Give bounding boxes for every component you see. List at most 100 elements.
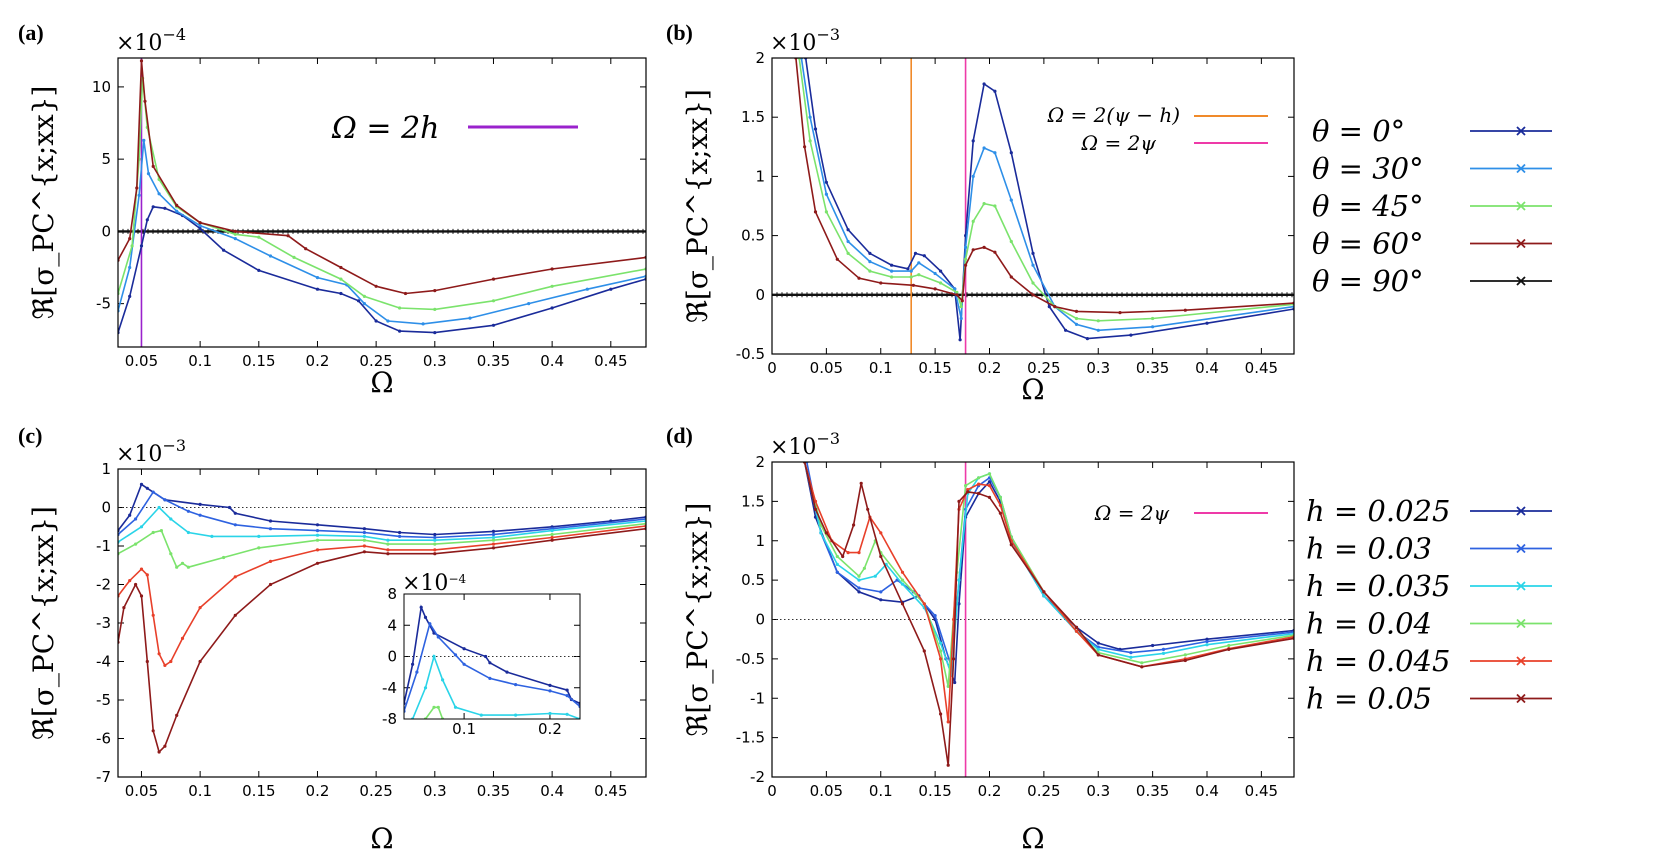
panel-c-series-0-point <box>362 527 366 531</box>
panel-a-series-0-point <box>339 291 343 296</box>
panel-c-series-2-point <box>550 529 554 533</box>
panel-d-series-5-point <box>987 495 992 499</box>
panel-a-series-line-3 <box>118 60 646 295</box>
panel-c-series-5-point <box>491 546 496 550</box>
panel-d-series-5-point <box>952 657 956 661</box>
panel-a-ytick-label: 10 <box>92 78 111 96</box>
panel-d-series-3-point <box>862 566 867 570</box>
panel-b-series-1-point <box>846 239 850 244</box>
panel-b-series-3-point <box>857 276 861 280</box>
panel-b-series-2-point <box>959 305 963 309</box>
legend-h-marker <box>1516 581 1526 591</box>
panel-a-series-1-point <box>142 138 146 142</box>
panel-c-xtick-label: 0.2 <box>306 782 330 800</box>
panel-c-series-1-point <box>362 530 366 535</box>
panel-a-xtick-label: 0.35 <box>477 352 510 370</box>
panel-c-inset-ytick-label: -8 <box>382 710 397 728</box>
panel-c-series-4-point <box>268 559 273 564</box>
panel-b-series-0-point <box>982 82 986 86</box>
panel-c-inset-exponent-label: ×10−4 <box>402 571 466 596</box>
panel-d-series-2-point <box>957 578 961 582</box>
panel-d-xtick-label: 0.15 <box>918 782 951 800</box>
panel-d-series-3-point <box>857 574 861 578</box>
panel-b-xtick-label: 0.1 <box>869 359 893 377</box>
panel-d-series-5-point <box>841 554 845 559</box>
panel-b-series-0-point <box>1031 251 1035 255</box>
panel-a-ytick-label: 5 <box>101 150 111 168</box>
panel-c-series-1-point <box>198 513 202 517</box>
panel-a-series-2-point <box>233 232 237 236</box>
panel-c-series-5-point <box>198 659 202 664</box>
panel-c-series-5-point <box>233 613 237 617</box>
panel-c-inset-series-0-point <box>423 615 428 620</box>
panel-b-series-3-point <box>971 248 975 252</box>
panel-d-plot-area <box>772 462 1294 777</box>
panel-c-series-1-point <box>491 532 496 537</box>
panel-b-xtick-label: 0.4 <box>1195 359 1219 377</box>
legend-theta-marker <box>1516 276 1526 286</box>
panel-d-series-4-point <box>813 499 818 503</box>
panel-d-xtick-label: 0.25 <box>1027 782 1060 800</box>
panel-d-series-3-point <box>900 578 905 582</box>
legend-h-marker <box>1516 506 1526 516</box>
panel-c-xtick-label: 0.4 <box>540 782 564 800</box>
panel-b-series-3-point <box>1118 311 1122 315</box>
panel-c-inset-ytick-label: 4 <box>387 616 397 634</box>
panel-c-series-4-point <box>550 535 554 540</box>
panel-b-series-3-point <box>803 145 807 149</box>
panel-c-axes: 0.05 0.1 0.15 0.2 0.25 0.3 0.35 0.4 0.45 -7 -6 -5 -4… <box>96 436 646 800</box>
panel-b-series-2-point <box>917 273 921 277</box>
panel-d-xtick-label: 0 <box>767 782 777 800</box>
panel-a-series-0-point <box>222 248 226 252</box>
panel-a-xtick-label: 0.3 <box>423 352 447 370</box>
panel-d-ytick-label: -2 <box>750 768 765 786</box>
panel-d-series-3-point <box>835 554 839 559</box>
panel-c-inset-series-3-point <box>436 705 440 709</box>
panel-d-series-5-point <box>813 507 818 511</box>
panel-d-series-5-point <box>957 499 961 503</box>
panel-d-series-5-point <box>1009 543 1013 547</box>
panel-d-series-2-point <box>1042 594 1046 598</box>
panel-b-series-1-point <box>917 261 921 265</box>
panel-d-series-5-point <box>879 554 883 559</box>
panel-c-series-0-point <box>398 530 402 535</box>
panel-b-plot-area <box>772 58 1294 354</box>
panel-c-ylabel: ℜ[σ_PC^{x;xx}] <box>27 506 60 740</box>
panel-a-series-2-point <box>130 244 134 248</box>
panel-d-series-3-point <box>939 649 943 653</box>
panel-c-ytick-label: 1 <box>101 460 111 478</box>
panel-a-label: (a) <box>18 20 44 45</box>
panel-a-series-1-point <box>157 192 161 196</box>
panel-c-series-3-point <box>222 555 226 560</box>
panel-c-series-2-point <box>315 533 320 537</box>
panel-d-series-0-point <box>987 480 992 484</box>
panel-c-series-1-point <box>151 490 155 494</box>
panel-d-series-4-point <box>922 602 926 606</box>
panel-d-exponent-power: −3 <box>816 429 840 448</box>
panel-d-series-5-point <box>1096 653 1100 657</box>
panel-c-inset-series-3-point <box>432 705 436 709</box>
panel-b-series-1-point <box>890 269 894 273</box>
legend-theta-marker <box>1516 238 1526 249</box>
legend-theta: θ = 0° θ = 30°θ = 45° θ = 60°θ = 90° <box>1312 114 1552 298</box>
panel-b-series-1-point <box>808 115 812 119</box>
panel-a-xlabel: Ω <box>370 366 393 399</box>
panel-d-series-2-point <box>939 641 943 645</box>
panel-c-series-5-point <box>163 744 167 748</box>
legend-h-label: h = 0.045 <box>1306 644 1450 678</box>
panel-d-series-1-point <box>933 614 937 618</box>
panel-c-inset-series-1-point <box>565 694 569 698</box>
panel-c-series-line-2 <box>118 506 646 543</box>
panel-b-series-1-point <box>824 192 829 196</box>
legend-h-label: h = 0.025 <box>1306 494 1450 528</box>
panel-c-inset-series-0-point <box>505 670 509 674</box>
panel-c-series-3-point <box>151 530 155 535</box>
panel-a-series-3-point <box>403 291 408 296</box>
panel-a-series-2-point <box>398 306 402 310</box>
panel-c-inset-xtick-label: 0.2 <box>538 720 562 738</box>
panel-b-exponent-power: −3 <box>816 25 840 44</box>
panel-b-series-3-point <box>1031 293 1035 297</box>
panel-c-exponent-label: ×10−3 <box>116 436 186 467</box>
legend-h-marker <box>1516 543 1526 554</box>
panel-c-series-0-point <box>233 511 237 515</box>
